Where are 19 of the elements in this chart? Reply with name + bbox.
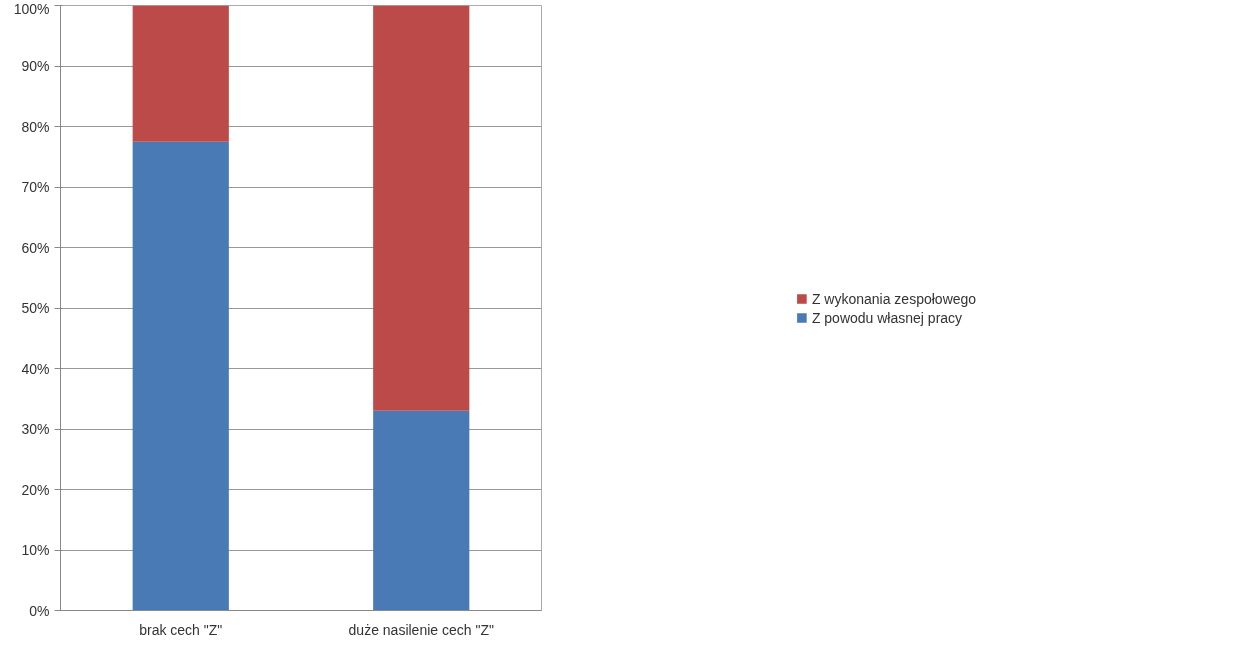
x-tick-label: brak cech "Z" — [139, 621, 223, 638]
y-tick-label: 30% — [21, 421, 50, 437]
y-tick-label: 50% — [21, 300, 50, 316]
y-tick-label: 80% — [21, 118, 50, 135]
legend-label: Z powodu własnej pracy — [811, 309, 963, 325]
bar — [373, 5, 470, 411]
y-tick-label: 20% — [21, 481, 50, 498]
bar — [132, 5, 229, 142]
bar — [132, 141, 229, 611]
y-tick-label: 90% — [21, 58, 50, 74]
y-tick-label: 60% — [21, 239, 50, 256]
y-tick-label: 100% — [13, 0, 50, 17]
y-tick-label: 40% — [21, 360, 50, 377]
y-tick-label: 70% — [21, 179, 50, 195]
y-tick-label: 10% — [21, 542, 50, 558]
y-tick-label: 0% — [29, 602, 50, 619]
legend-label: Z wykonania zespołowego — [811, 290, 977, 306]
bar — [373, 410, 470, 611]
x-tick-label: duże nasilenie cech "Z" — [348, 621, 494, 638]
